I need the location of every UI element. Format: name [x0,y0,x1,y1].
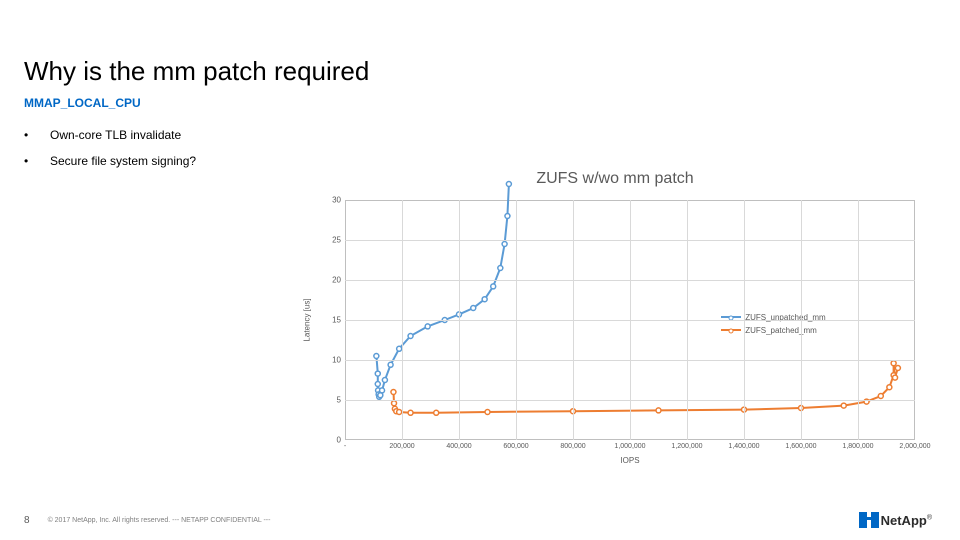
y-tick: 20 [332,276,341,285]
x-tick: 200,000 [389,443,414,450]
y-tick: 5 [337,396,341,405]
data-marker [374,354,379,359]
data-marker [408,410,413,415]
data-marker [506,182,511,187]
x-tick: 1,200,000 [671,443,702,450]
data-marker [656,408,661,413]
x-tick: 800,000 [560,443,585,450]
data-marker [502,242,507,247]
data-marker [375,382,380,387]
chart-x-axis-label: IOPS [345,456,915,465]
y-tick: 25 [332,236,341,245]
y-tick: 10 [332,356,341,365]
footer: 8 © 2017 NetApp, Inc. All rights reserve… [24,515,270,526]
data-marker [391,390,396,395]
x-tick: 1,400,000 [728,443,759,450]
copyright-text: © 2017 NetApp, Inc. All rights reserved.… [48,517,271,524]
data-marker [482,297,487,302]
data-marker [505,214,510,219]
data-marker [893,375,898,380]
netapp-logo: NetApp® [859,512,932,528]
y-tick: 30 [332,196,341,205]
data-marker [491,284,496,289]
latency-chart: ZUFS w/wo mm patch Latency [us] IOPS ZUF… [300,170,930,500]
x-tick: - [344,443,346,450]
series-line [376,184,509,397]
bullet-item: Secure file system signing? [24,154,196,168]
data-marker [397,346,402,351]
legend-label: ZUFS_patched_mm [745,326,817,335]
slide-title: Why is the mm patch required [24,56,369,87]
data-marker [434,410,439,415]
x-tick: 600,000 [503,443,528,450]
chart-plot-area: Latency [us] IOPS ZUFS_unpatched_mmZUFS_… [345,200,915,440]
data-marker [397,410,402,415]
registered-mark: ® [927,514,932,521]
data-marker [498,266,503,271]
data-marker [887,385,892,390]
data-marker [841,403,846,408]
slide-subtitle: MMAP_LOCAL_CPU [24,96,141,110]
data-marker [382,378,387,383]
legend-item: ZUFS_patched_mm [721,326,825,335]
data-marker [471,306,476,311]
y-tick: 15 [332,316,341,325]
chart-y-axis-label: Latency [us] [303,298,312,341]
y-tick: 0 [337,436,341,445]
data-marker [388,362,393,367]
x-tick: 1,800,000 [842,443,873,450]
x-tick: 400,000 [446,443,471,450]
bullet-list: Own-core TLB invalidate Secure file syste… [24,128,196,180]
data-marker [891,361,896,366]
data-marker [375,371,380,376]
bullet-item: Own-core TLB invalidate [24,128,196,142]
x-tick: 1,600,000 [785,443,816,450]
netapp-logo-icon [859,512,879,528]
data-marker [425,324,430,329]
chart-title: ZUFS w/wo mm patch [300,170,930,188]
data-marker [878,394,883,399]
netapp-logo-text: NetApp [881,513,927,528]
data-marker [485,410,490,415]
slide: Why is the mm patch required MMAP_LOCAL_… [0,0,960,540]
data-marker [895,366,900,371]
data-marker [408,334,413,339]
chart-legend: ZUFS_unpatched_mmZUFS_patched_mm [721,313,825,339]
page-number: 8 [24,515,30,526]
x-tick: 2,000,000 [899,443,930,450]
series-line [394,363,898,413]
data-marker [380,388,385,393]
x-tick: 1,000,000 [614,443,645,450]
data-marker [392,401,397,406]
